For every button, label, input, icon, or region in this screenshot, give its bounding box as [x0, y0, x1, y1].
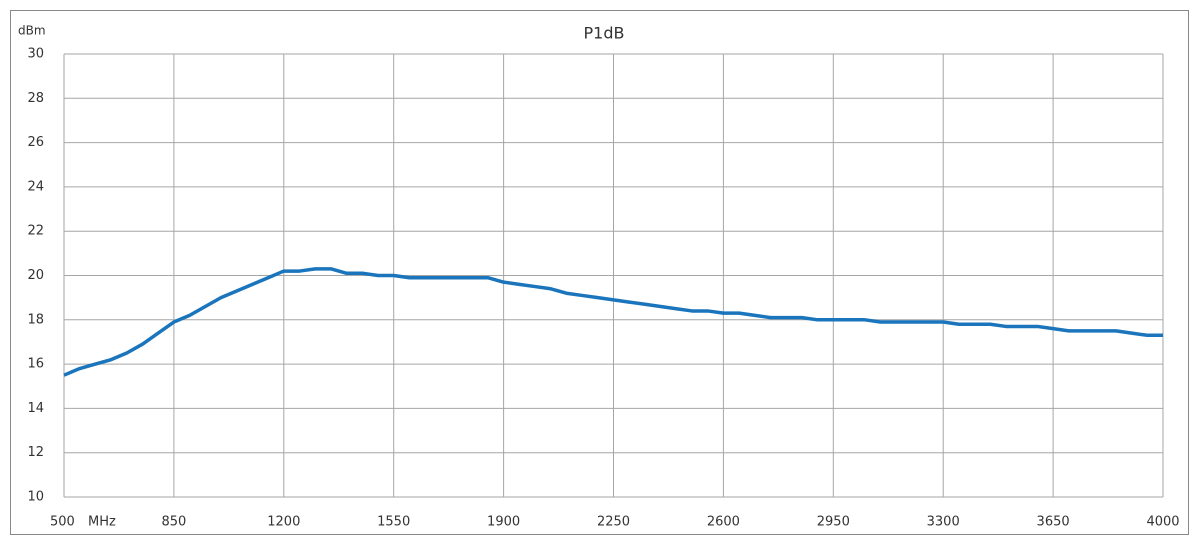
y-unit: dBm [18, 24, 46, 38]
y-tick-label: 12 [27, 445, 44, 460]
y-tick-label: 14 [27, 401, 44, 416]
x-unit: MHz [88, 515, 116, 530]
y-tick-label: 24 [27, 179, 44, 194]
y-tick-label: 20 [27, 268, 44, 283]
x-tick-label: 1200 [267, 515, 300, 530]
x-tick-label: 2600 [707, 515, 740, 530]
x-tick-label: 1900 [487, 515, 520, 530]
y-tick-label: 10 [27, 490, 44, 505]
x-tick-label: 3300 [927, 515, 960, 530]
x-tick-label: 500 [50, 515, 75, 530]
x-tick-label: 2950 [817, 515, 850, 530]
data-line [63, 267, 1163, 377]
y-tick-label: 22 [27, 224, 44, 239]
y-tick-label: 30 [27, 47, 44, 62]
y-tick-label: 26 [27, 135, 44, 150]
x-tick-label: 850 [161, 515, 186, 530]
y-tick-label: 18 [27, 312, 44, 327]
y-tick-label: 16 [27, 357, 44, 372]
x-tick-label: 1550 [377, 515, 410, 530]
x-tick-label: 4000 [1146, 515, 1179, 530]
chart-title: P1dB [584, 24, 625, 43]
chart-border [10, 10, 1189, 535]
x-tick-label: 3650 [1037, 515, 1070, 530]
x-tick-label: 2250 [597, 515, 630, 530]
y-tick-label: 28 [27, 91, 44, 106]
